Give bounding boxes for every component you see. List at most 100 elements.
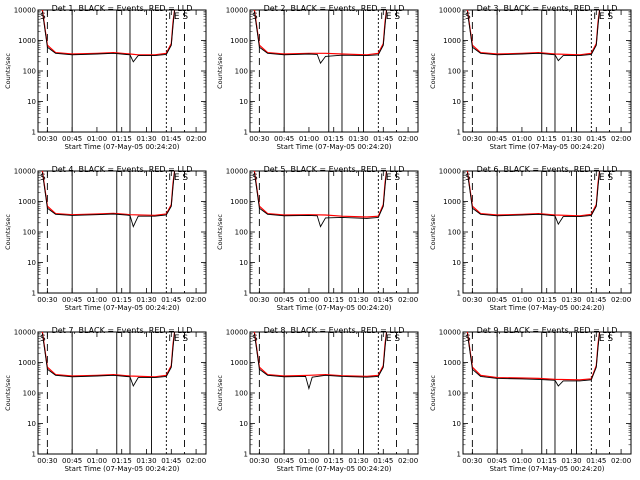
annotation-ies: I E S	[593, 12, 613, 22]
series-line-lld	[253, 170, 388, 218]
x-tick-label: 01:45	[161, 135, 181, 143]
y-axis-label: Counts/sec	[429, 53, 437, 89]
y-tick-label: 1000	[443, 37, 461, 45]
x-tick-label: 02:00	[186, 296, 206, 304]
x-tick-label: 01:15	[324, 296, 344, 304]
y-tick-label: 1	[244, 290, 248, 298]
x-tick-label: 00:30	[462, 457, 482, 465]
y-tick-label: 100	[235, 68, 248, 76]
x-tick-label: 01:00	[512, 135, 532, 143]
x-tick-label: 01:30	[348, 135, 368, 143]
x-tick-label: 01:15	[537, 135, 557, 143]
y-tick-label: 1000	[443, 359, 461, 367]
y-tick-label: 10000	[226, 329, 248, 337]
x-tick-label: 01:00	[87, 296, 107, 304]
series-line-lld	[41, 9, 176, 56]
x-tick-label: 01:00	[87, 135, 107, 143]
y-tick-label: 1000	[230, 359, 248, 367]
x-tick-label: 00:30	[462, 296, 482, 304]
series-line-events	[466, 331, 601, 387]
plot-frame	[462, 9, 632, 133]
plot-panel-4: Det 4, BLACK = Events, RED = LLD 1 10 100 10…	[4, 165, 207, 312]
y-tick-label: 10	[27, 259, 36, 267]
annotation-ies: I E S	[380, 12, 400, 22]
y-tick-label: 10000	[439, 329, 461, 337]
series-line-lld	[41, 331, 176, 378]
plot-title: Det 4, BLACK = Events, RED = LLD	[52, 165, 193, 174]
plot-panel-2: Det 2, BLACK = Events, RED = LLD 1 10 100 10…	[216, 4, 419, 151]
y-tick-label: 1	[457, 129, 461, 137]
y-axis-label: Counts/sec	[429, 375, 437, 411]
y-tick-label: 10000	[14, 168, 36, 176]
plot-title: Det 5, BLACK = Events, RED = LLD	[264, 165, 405, 174]
plot-frame	[249, 9, 419, 133]
y-axis-label: Counts/sec	[216, 214, 224, 250]
x-tick-label: 02:00	[398, 135, 418, 143]
series-line-events	[466, 9, 601, 62]
y-axis-label: Counts/sec	[429, 214, 437, 250]
x-tick-label: 00:45	[274, 135, 294, 143]
y-tick-label: 1	[244, 129, 248, 137]
y-tick-label: 10000	[226, 7, 248, 15]
x-tick-label: 01:30	[561, 296, 581, 304]
plot-title: Det 7, BLACK = Events, RED = LLD	[52, 326, 193, 335]
x-tick-label: 02:00	[186, 135, 206, 143]
x-tick-label: 01:15	[112, 296, 132, 304]
series-line-events	[41, 331, 176, 388]
annotation-ies: I E S	[168, 12, 188, 22]
x-tick-label: 00:45	[62, 296, 82, 304]
annotation-ies: I E S	[593, 173, 613, 183]
plot-frame	[249, 331, 419, 455]
annotation-ies: I E S	[380, 334, 400, 344]
y-tick-label: 10000	[14, 7, 36, 15]
x-axis-label: Start Time (07-May-05 00:24:20)	[276, 304, 391, 312]
y-tick-label: 100	[23, 229, 36, 237]
x-tick-label: 00:45	[487, 135, 507, 143]
y-tick-label: 10	[27, 420, 36, 428]
y-tick-label: 10000	[226, 168, 248, 176]
plot-panel-5: Det 5, BLACK = Events, RED = LLD 1 10 100 10…	[216, 165, 419, 312]
x-tick-label: 00:45	[487, 457, 507, 465]
y-tick-label: 10000	[439, 168, 461, 176]
x-tick-label: 01:00	[512, 296, 532, 304]
x-tick-label: 01:15	[112, 135, 132, 143]
plot-frame	[249, 170, 419, 294]
y-tick-label: 10	[452, 98, 461, 106]
y-axis-label: Counts/sec	[4, 53, 12, 89]
x-tick-label: 02:00	[611, 457, 631, 465]
y-tick-label: 1000	[18, 198, 36, 206]
x-tick-label: 01:30	[136, 457, 156, 465]
plot-title: Det 9, BLACK = Events, RED = LLD	[477, 326, 618, 335]
annotation-ies: I E S	[380, 173, 400, 183]
series-line-lld	[466, 331, 601, 381]
y-tick-label: 1	[32, 129, 36, 137]
y-tick-label: 1	[32, 451, 36, 459]
series-line-events	[253, 170, 388, 228]
x-axis-label: Start Time (07-May-05 00:24:20)	[64, 143, 179, 151]
x-tick-label: 00:30	[37, 296, 57, 304]
series-line-events	[466, 170, 601, 226]
plot-title: Det 6, BLACK = Events, RED = LLD	[477, 165, 618, 174]
plot-frame	[462, 331, 632, 455]
series-line-events	[41, 9, 176, 63]
x-tick-label: 02:00	[398, 296, 418, 304]
y-tick-label: 1	[244, 451, 248, 459]
plot-panel-6: Det 6, BLACK = Events, RED = LLD 1 10 100 10…	[429, 165, 632, 312]
x-tick-label: 00:45	[487, 296, 507, 304]
y-tick-label: 10000	[439, 7, 461, 15]
y-tick-label: 1000	[230, 37, 248, 45]
y-tick-label: 100	[448, 68, 461, 76]
plot-panel-8: Det 8, BLACK = Events, RED = LLD 1 10 100 10…	[216, 326, 419, 473]
x-tick-label: 01:45	[373, 135, 393, 143]
y-tick-label: 10	[27, 98, 36, 106]
x-axis-label: Start Time (07-May-05 00:24:20)	[64, 304, 179, 312]
series-line-events	[253, 9, 388, 65]
x-tick-label: 01:45	[373, 296, 393, 304]
plot-panel-3: Det 3, BLACK = Events, RED = LLD 1 10 100 10…	[429, 4, 632, 151]
x-tick-label: 01:00	[299, 296, 319, 304]
x-tick-label: 01:30	[348, 296, 368, 304]
y-tick-label: 100	[448, 229, 461, 237]
x-tick-label: 01:00	[299, 457, 319, 465]
x-tick-label: 01:00	[87, 457, 107, 465]
x-tick-label: 01:30	[561, 457, 581, 465]
